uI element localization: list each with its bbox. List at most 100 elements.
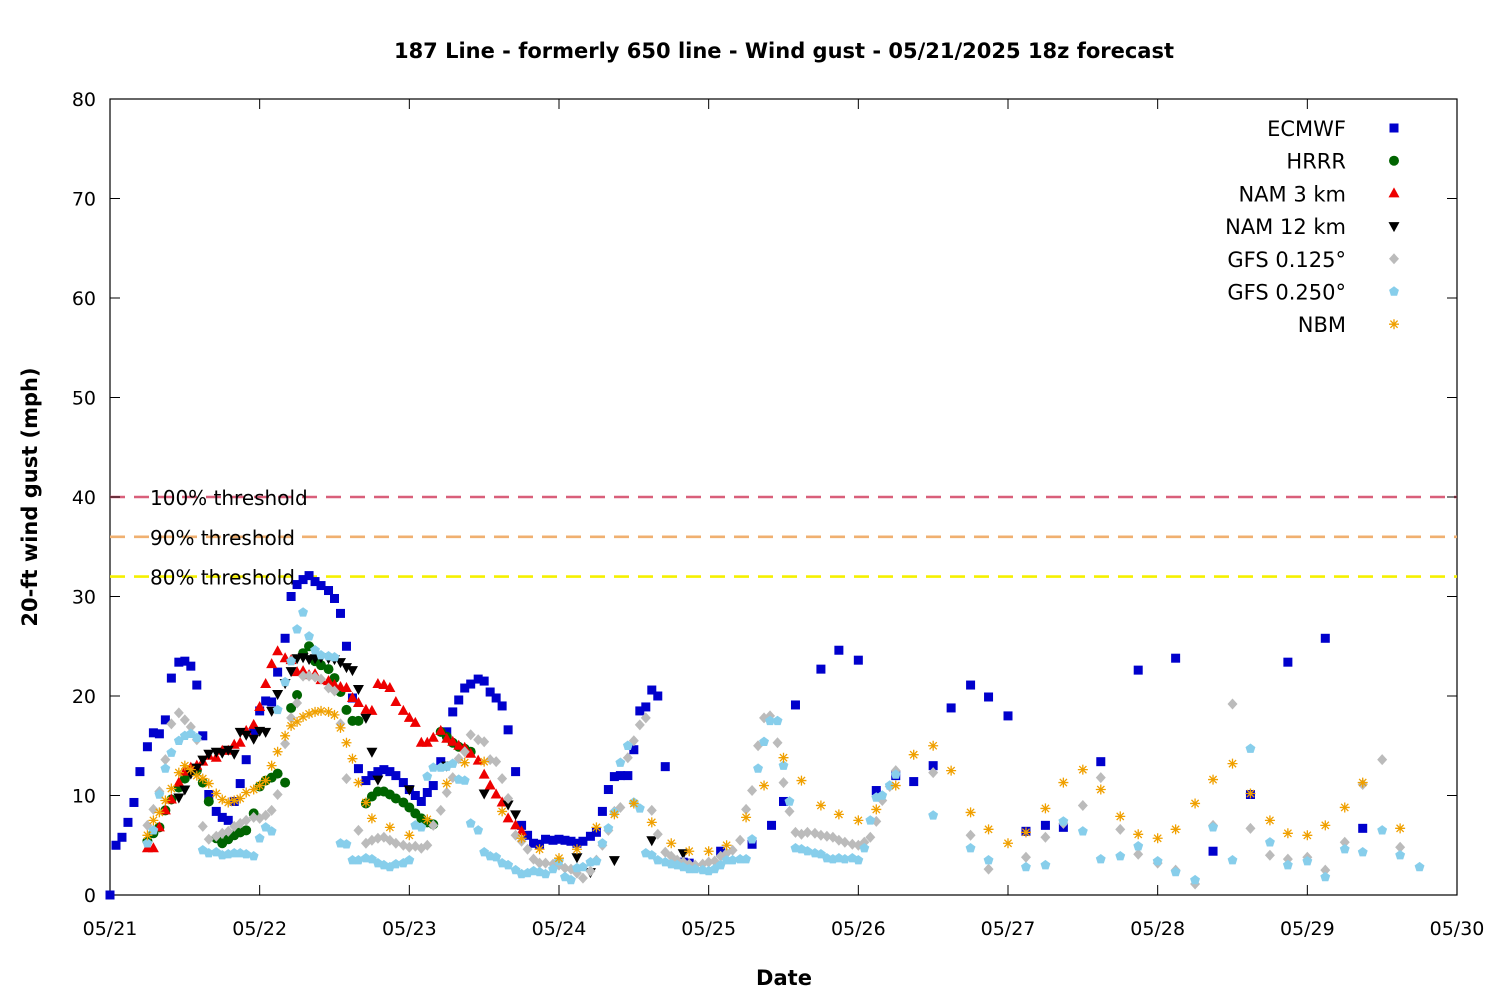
point-gfs-0-250	[298, 607, 308, 617]
point-gfs-0-125	[441, 787, 452, 799]
point-gfs-0-250	[203, 848, 214, 858]
point-nam-12-km	[502, 800, 514, 811]
point-ecmwf	[548, 835, 558, 845]
x-axis-label: Date	[756, 966, 812, 990]
point-hrrr	[280, 777, 291, 788]
point-nbm	[1133, 829, 1144, 840]
point-nam-12-km	[352, 685, 364, 696]
point-gfs-0-125	[422, 839, 433, 851]
point-gfs-0-125	[585, 865, 596, 877]
point-nbm	[154, 807, 165, 818]
point-nbm	[1115, 811, 1126, 822]
point-ecmwf	[909, 777, 919, 787]
point-nbm	[1020, 827, 1031, 838]
point-gfs-0-125	[522, 843, 533, 855]
point-gfs-0-125	[179, 714, 190, 726]
point-nam-12-km	[216, 748, 228, 759]
point-nam-12-km	[403, 785, 415, 796]
point-gfs-0-250	[741, 854, 751, 864]
point-ecmwf	[280, 633, 290, 643]
point-nbm	[571, 844, 582, 855]
point-gfs-0-125	[703, 856, 714, 868]
point-gfs-0-250	[329, 652, 340, 662]
point-nbm	[1339, 802, 1350, 813]
point-gfs-0-250	[1077, 826, 1088, 836]
point-nbm	[516, 833, 527, 844]
point-ecmwf	[261, 696, 271, 706]
legend: ECMWF HRRR NAM 3 km NAM 12 km GFS 0.125° GFS …	[1225, 117, 1400, 337]
point-gfs-0-250	[548, 863, 558, 874]
point-nbm	[304, 708, 315, 719]
point-nbm	[248, 784, 259, 795]
point-ecmwf	[585, 831, 595, 841]
point-nam-12-km	[260, 727, 272, 738]
point-gfs-0-250	[241, 849, 252, 859]
x-tick-label: 05/27	[981, 918, 1036, 940]
point-gfs-0-250	[727, 855, 738, 865]
point-nam-12-km	[248, 734, 260, 745]
point-ecmwf	[653, 691, 663, 701]
point-ecmwf	[398, 778, 408, 788]
point-ecmwf	[416, 796, 426, 806]
y-tick-label: 70	[72, 189, 96, 211]
point-gfs-0-250	[1095, 854, 1106, 864]
point-ecmwf	[466, 679, 476, 689]
point-nam-12-km	[197, 755, 209, 766]
point-gfs-0-250	[1227, 855, 1238, 865]
point-nam-3-km	[147, 842, 159, 853]
point-gfs-0-250	[877, 790, 888, 800]
point-gfs-0-125	[1227, 698, 1238, 710]
point-nam-3-km	[297, 665, 309, 676]
point-gfs-0-125	[727, 844, 738, 856]
point-ecmwf	[117, 832, 127, 842]
legend-label: NBM	[1298, 313, 1346, 337]
point-ecmwf	[204, 790, 214, 800]
point-nbm	[1357, 777, 1368, 788]
point-ecmwf	[267, 697, 277, 707]
point-gfs-0-125	[646, 804, 657, 816]
chart-title: 187 Line - formerly 650 line - Wind gust…	[394, 39, 1174, 63]
point-nam-12-km	[571, 853, 583, 864]
point-gfs-0-250	[928, 810, 939, 820]
point-nbm	[286, 720, 297, 731]
point-nam-12-km	[228, 749, 240, 760]
point-gfs-0-250	[772, 715, 783, 726]
legend-marker	[1389, 123, 1399, 133]
x-tick-label: 05/29	[1280, 918, 1335, 940]
y-tick-label: 50	[72, 388, 96, 410]
point-ecmwf	[379, 765, 389, 775]
point-nam-12-km	[240, 730, 252, 741]
point-nam-3-km	[447, 735, 459, 746]
point-ecmwf	[560, 835, 570, 845]
point-ecmwf	[485, 687, 495, 697]
point-gfs-0-250	[1058, 816, 1069, 826]
point-gfs-0-250	[540, 868, 551, 879]
point-ecmwf	[1208, 846, 1218, 856]
x-tick-label: 05/30	[1430, 918, 1485, 940]
point-gfs-0-125	[1095, 772, 1106, 784]
point-nam-3-km	[453, 739, 465, 750]
point-nbm	[965, 807, 976, 818]
point-ecmwf	[316, 581, 326, 591]
point-nbm	[217, 794, 228, 805]
point-nbm	[721, 840, 732, 851]
point-nbm	[254, 780, 265, 791]
point-ecmwf	[1283, 657, 1293, 667]
point-nbm	[1227, 758, 1238, 769]
point-gfs-0-250	[316, 650, 326, 660]
threshold-label: 80% threshold	[150, 566, 295, 590]
point-ecmwf	[298, 575, 308, 585]
point-gfs-0-250	[652, 855, 663, 865]
point-ecmwf	[460, 683, 470, 693]
point-gfs-0-125	[503, 792, 514, 804]
point-nbm	[1170, 824, 1181, 835]
point-ecmwf	[142, 742, 152, 752]
point-gfs-0-125	[390, 837, 401, 849]
point-nbm	[1058, 777, 1069, 788]
point-nbm	[666, 838, 677, 849]
point-ecmwf	[286, 592, 296, 601]
point-ecmwf	[1320, 633, 1330, 643]
point-gfs-0-250	[1152, 856, 1163, 866]
point-nbm	[1152, 833, 1163, 844]
legend-marker	[1388, 222, 1400, 233]
